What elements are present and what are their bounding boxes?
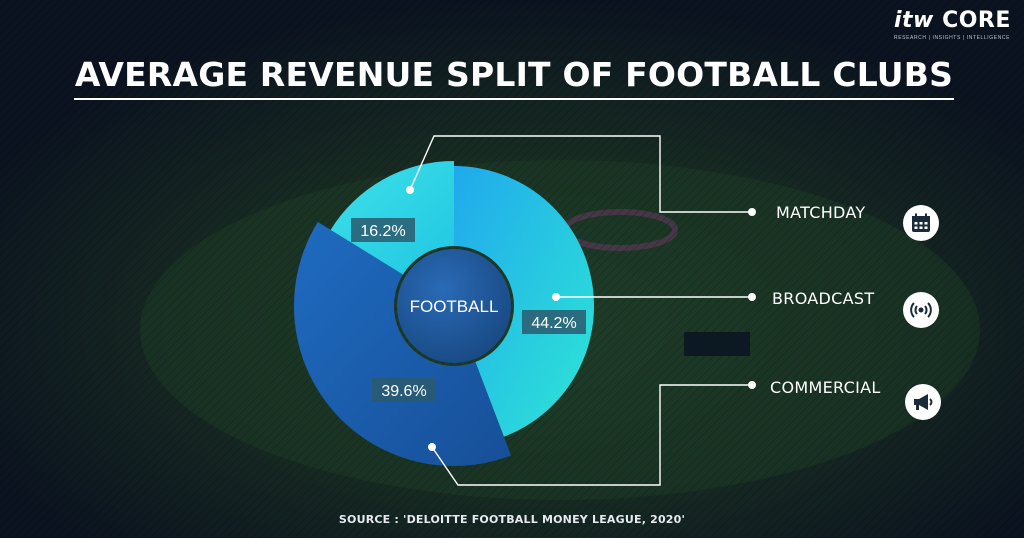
broadcast-icon xyxy=(903,292,939,328)
legend-broadcast: BROADCAST xyxy=(772,289,875,308)
slice-matchday xyxy=(330,161,454,275)
value-label-matchday-text: 16.2% xyxy=(360,223,405,240)
chart-slices xyxy=(293,161,595,467)
leader-commercial-start-dot xyxy=(428,443,436,451)
leader-lines xyxy=(406,135,756,486)
leader-matchday-start-dot xyxy=(406,186,414,194)
source-note: SOURCE : 'DELOITTE FOOTBALL MONEY LEAGUE… xyxy=(338,513,686,526)
value-label-commercial-text: 39.6% xyxy=(381,383,426,400)
value-label-matchday-box xyxy=(351,218,415,242)
leader-commercial xyxy=(431,384,752,486)
center-label: FOOTBALL xyxy=(410,297,499,316)
value-label-commercial: 39.6% xyxy=(372,378,436,402)
leader-commercial-end-dot xyxy=(748,381,756,389)
leader-matchday-end-dot xyxy=(748,208,756,216)
value-label-commercial-box xyxy=(372,378,436,402)
center-circle xyxy=(397,249,511,363)
logo-tagline: RESEARCH | INSIGHTS | INTELLIGENCE xyxy=(894,35,1011,41)
value-label-broadcast-box xyxy=(522,310,586,334)
legend-matchday: MATCHDAY xyxy=(776,203,866,222)
leader-matchday xyxy=(409,135,752,213)
slice-broadcast xyxy=(454,166,595,437)
calendar-icon xyxy=(903,205,939,241)
slice-commercial xyxy=(293,221,512,467)
value-label-matchday: 16.2% xyxy=(351,218,415,242)
value-label-broadcast: 44.2% xyxy=(522,310,586,334)
legend-commercial: COMMERCIAL xyxy=(770,378,881,397)
logo-itw: itw xyxy=(894,8,934,33)
leader-broadcast-end-dot xyxy=(748,293,756,301)
value-label-broadcast-text: 44.2% xyxy=(531,315,576,332)
logo-core: CORE xyxy=(942,8,1011,33)
logo-wordmark: itw CORE xyxy=(894,8,1016,34)
megaphone-icon xyxy=(905,384,941,420)
value-labels: 16.2% 44.2% 39.6% xyxy=(351,218,586,402)
chart-title: AVERAGE REVENUE SPLIT OF FOOTBALL CLUBS xyxy=(74,55,954,94)
leader-broadcast-start-dot xyxy=(552,293,560,301)
itw-core-logo: itw CORE RESEARCH | INSIGHTS | INTELLIGE… xyxy=(894,8,1016,48)
